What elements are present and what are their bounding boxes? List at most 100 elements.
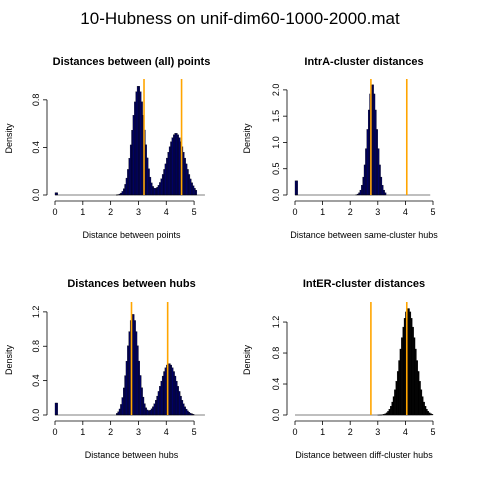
y-axis-label: Density [242,344,252,375]
histogram-bar [150,177,151,195]
histogram-bar [190,179,191,195]
histogram-bar [165,164,166,195]
y-tick-label: 0.8 [31,94,41,107]
histogram-bar [148,169,149,195]
x-tick-label: 4 [164,427,169,437]
histogram-bar [123,189,124,195]
histogram-bar [166,158,167,195]
histogram-bar [120,404,121,415]
histogram-bar [389,409,390,415]
histogram-bar [415,349,416,415]
histogram-bar [159,386,160,415]
histogram-bar [169,147,170,195]
histogram-bar [137,346,138,415]
histogram-bar [372,85,373,195]
y-axis-label: Density [242,123,252,154]
histogram-bar [375,110,376,195]
histogram-bar [158,391,159,415]
histogram-bar [382,185,383,195]
x-tick-label: 5 [192,207,197,217]
histogram-bar [191,183,192,195]
histogram-bar [136,332,137,415]
histogram-bar [133,115,134,195]
histogram-bar [393,397,394,415]
histogram-bar [134,320,135,415]
y-tick-label: 1.2 [271,316,281,329]
histogram-bar [427,411,428,415]
histogram-bar [295,181,296,195]
histogram-bar [145,145,146,195]
x-axis-label: Distance between hubs [85,450,179,460]
histogram-bar [385,193,386,195]
histogram-bar [154,188,155,195]
histogram-bar [364,165,365,195]
x-tick-label: 2 [108,207,113,217]
histogram-bar [368,110,369,195]
histogram-bar [418,371,419,415]
histogram-bar [55,403,56,415]
x-axis-label: Distance between diff-cluster hubs [295,450,433,460]
histogram-bar [126,178,127,195]
histogram-bar [180,396,181,415]
histogram-bar [125,376,126,415]
histogram-bar [408,309,409,415]
x-tick-label: 4 [403,427,408,437]
histogram-bar [140,92,141,195]
histogram-bar [374,94,375,195]
panel-title: IntrA-cluster distances [304,56,423,68]
x-tick-label: 5 [430,207,435,217]
histogram-bar [165,368,166,415]
histogram-bar [172,138,173,195]
histogram-bar [56,193,57,195]
histogram-bar [367,129,368,195]
histogram-bar [358,193,359,195]
x-tick-label: 5 [192,427,197,437]
histogram-bar [147,410,148,415]
histogram-bar [163,169,164,195]
histogram-bar [134,102,135,195]
panel-title: Distances between hubs [67,278,195,290]
histogram-bar [189,174,190,195]
histogram-bar [412,327,413,415]
histogram-bar [157,396,158,415]
y-tick-label: 0.0 [31,189,41,202]
y-tick-label: 0.4 [31,374,41,387]
histogram-bar [414,338,415,415]
histogram-bar [410,312,411,415]
y-tick-label: 2.0 [271,84,281,97]
histogram-bar [130,145,131,195]
histogram-bar [194,188,195,195]
histogram-bar [429,413,430,415]
histogram-bar [423,402,424,415]
histogram-bar [175,133,176,195]
histogram-bar [161,381,162,415]
histogram-bar [138,361,139,415]
histogram-bar [159,182,160,195]
histogram-bar [179,138,180,195]
histogram-bar [169,364,170,415]
histogram-bar [381,177,382,195]
histogram-bar [419,381,420,415]
histogram-bar [173,135,174,195]
histogram-bar [122,191,123,195]
y-tick-label: 0.8 [31,340,41,353]
y-tick-label: 0.5 [271,162,281,175]
histogram-bar [145,408,146,415]
histogram-bar [411,318,412,415]
x-axis-label: Distance between same-cluster hubs [290,230,438,240]
histogram-bar [151,183,152,195]
x-tick-label: 4 [164,207,169,217]
figure-title: 10-Hubness on unif-dim60-1000-2000.mat [80,9,400,28]
histogram-bar [187,169,188,195]
y-tick-label: 0.4 [271,378,281,391]
histogram-bar [129,332,130,415]
histogram-bar [154,404,155,415]
histogram-bar [396,381,397,415]
histogram-bar [144,404,145,415]
histogram-bar [137,86,138,195]
histogram-bar [173,372,174,415]
histogram-bar [155,400,156,415]
x-tick-label: 1 [80,207,85,217]
histogram-bar [404,318,405,415]
histogram-bar [403,327,404,415]
